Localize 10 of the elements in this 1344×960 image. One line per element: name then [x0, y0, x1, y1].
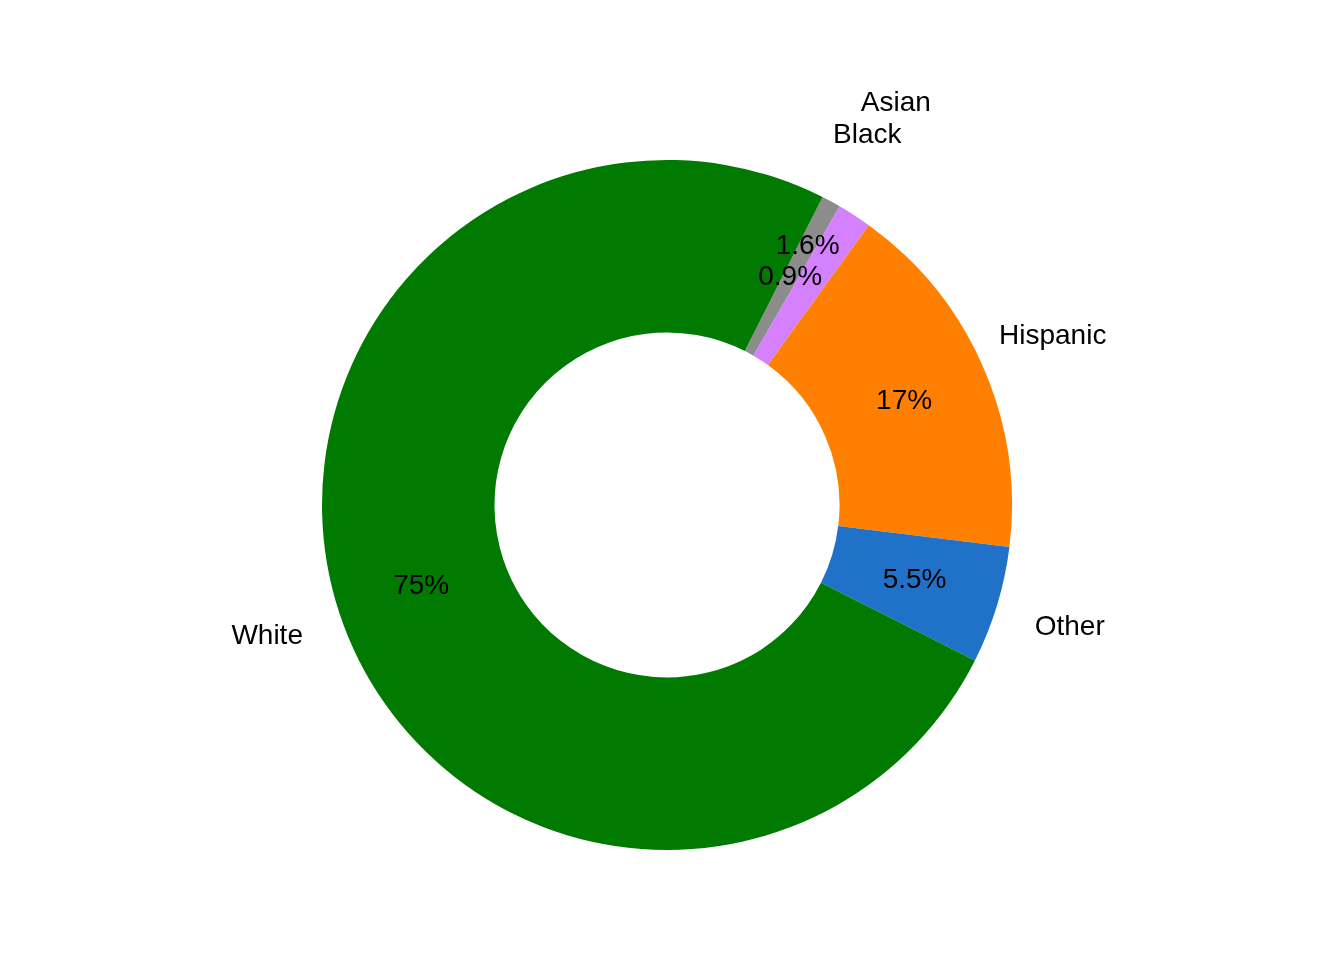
data-label: 1.6% — [775, 228, 840, 260]
slice-label: Asian — [860, 86, 931, 118]
slice-label: Black — [833, 117, 903, 149]
slice-label: Hispanic — [999, 319, 1107, 351]
data-label: 0.9% — [758, 260, 823, 292]
data-label: 5.5% — [882, 562, 947, 594]
slice-label: Other — [1034, 610, 1105, 642]
slice-label: White — [231, 619, 303, 651]
data-label: 75% — [393, 568, 450, 600]
data-label: 17% — [876, 384, 933, 416]
